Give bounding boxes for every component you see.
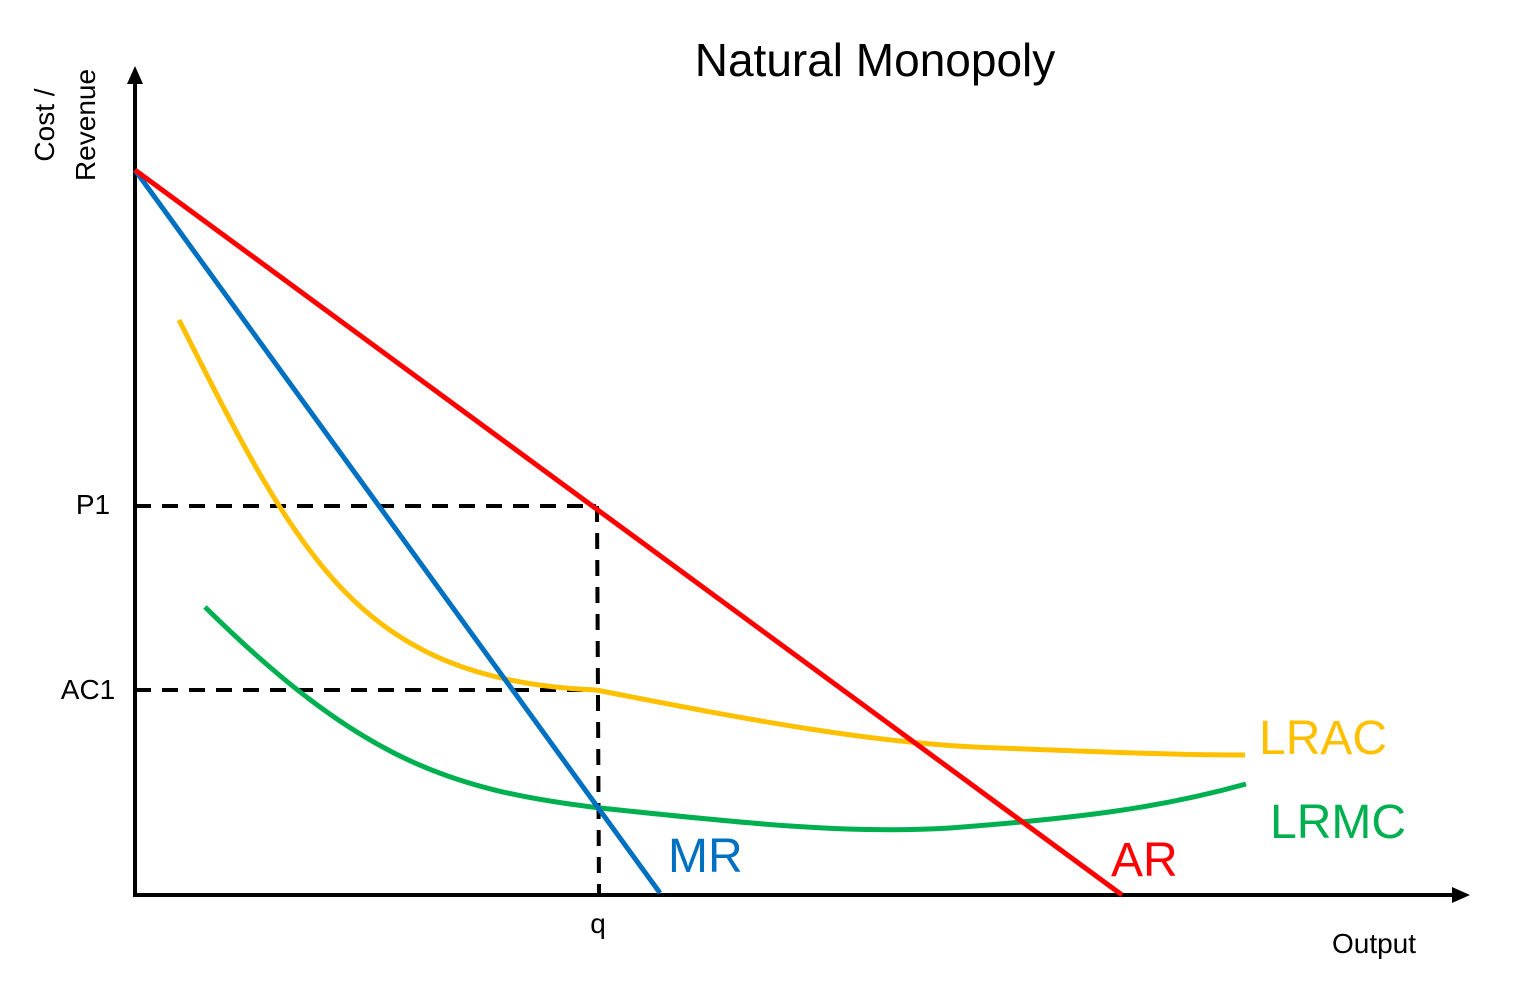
ar-line (133, 167, 1124, 898)
x-axis-label: Output (1332, 928, 1416, 959)
lrmc-curve (203, 605, 1247, 833)
lrmc-label: LRMC (1270, 796, 1406, 849)
ar-label: AR (1111, 834, 1178, 887)
y-axis-label-line2: Revenue (70, 69, 101, 181)
lrac-curve (176, 318, 1246, 758)
x-axis (133, 887, 1470, 903)
x-axis-arrowhead (1452, 887, 1470, 903)
q-guide-line (595, 505, 601, 896)
y-axis-arrowhead (127, 66, 143, 84)
mr-label: MR (668, 830, 743, 883)
p1-label: P1 (76, 489, 110, 520)
lrac-label: LRAC (1259, 712, 1387, 765)
y-axis-label-line1: Cost / (29, 88, 60, 161)
guide-lines (135, 504, 601, 896)
chart-title: Natural Monopoly (695, 34, 1056, 86)
y-axis (127, 66, 143, 895)
mr-line (132, 168, 663, 895)
q-label: q (590, 908, 606, 939)
ac1-label: AC1 (61, 674, 115, 705)
